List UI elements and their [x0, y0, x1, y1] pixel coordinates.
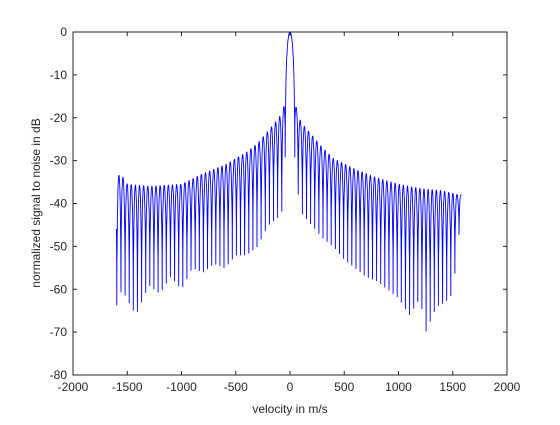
x-tick-label: -1000: [166, 380, 197, 394]
x-tick-label: 0: [287, 380, 294, 394]
y-tick-label: -70: [50, 325, 68, 339]
y-tick-label: -80: [50, 368, 68, 382]
y-tick-label: -10: [50, 68, 68, 82]
x-tick-label: -1500: [112, 380, 143, 394]
y-tick-label: -50: [50, 239, 68, 253]
x-tick-label: 500: [334, 380, 354, 394]
y-tick-label: -20: [50, 111, 68, 125]
y-tick-label: -40: [50, 197, 68, 211]
series-line: [115, 31, 462, 332]
axes-group: -2000 -1500 -1000 -500 0 500 1000 1500 2000 0 -10 -…: [50, 25, 521, 394]
series-group: [115, 31, 462, 332]
y-axis-label: normalized signal to noise in dB: [29, 118, 43, 287]
y-tick-label: 0: [60, 25, 67, 39]
y-tick-label: -30: [50, 154, 68, 168]
x-tick-label: 2000: [494, 380, 521, 394]
x-tick-label: -500: [224, 380, 248, 394]
y-tick-label: -60: [50, 282, 68, 296]
x-tick-label: -2000: [58, 380, 89, 394]
x-tick-label: 1500: [439, 380, 466, 394]
plot-background: [73, 32, 507, 375]
x-axis-label: velocity in m/s: [252, 402, 327, 416]
x-tick-label: 1000: [385, 380, 412, 394]
